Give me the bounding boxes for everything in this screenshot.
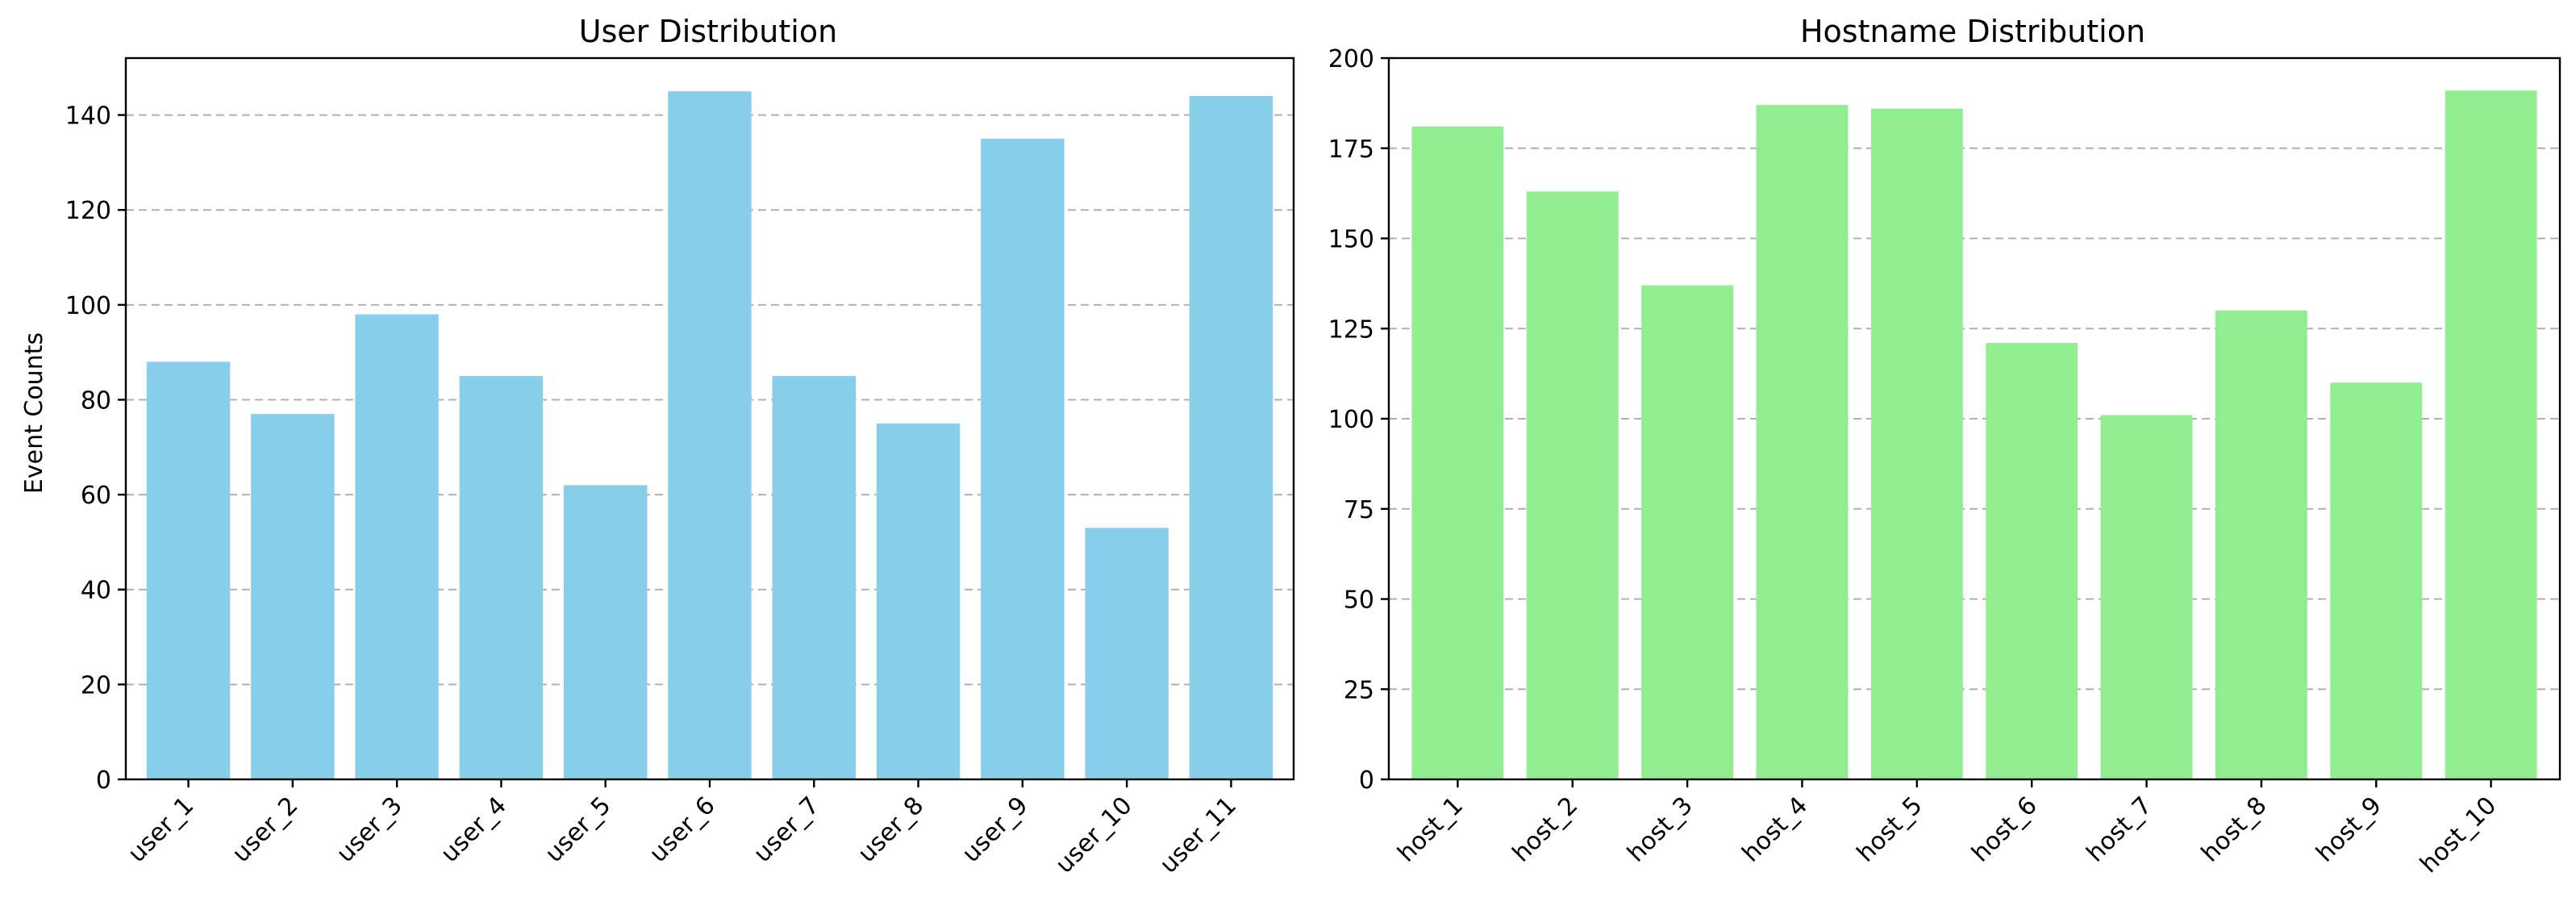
hostname-distribution-chart: Hostname Distribution 0 25 50 75 100 125 150 17… — [1328, 14, 2561, 879]
y-tick-label: 80 — [81, 386, 111, 415]
user-distribution-chart: User Distribution Event Counts 0 20 40 60 80… — [20, 14, 1295, 879]
y-tick-label: 125 — [1328, 315, 1374, 344]
bar-host_2 — [1526, 191, 1619, 779]
bar-user_10 — [1085, 528, 1169, 779]
bar-user_11 — [1189, 96, 1273, 780]
bar-host_7 — [2100, 415, 2193, 779]
x-tick-label-host_7: host_7 — [2082, 791, 2158, 868]
x-tick-label-user_6: user_6 — [644, 791, 721, 868]
x-tick-label-user_7: user_7 — [748, 791, 825, 868]
x-tick-label-host_4: host_4 — [1736, 791, 1813, 868]
x-tick-label-host_6: host_6 — [1966, 791, 2043, 868]
y-tick-label: 175 — [1328, 136, 1374, 164]
x-tick-label-host_1: host_1 — [1392, 791, 1469, 868]
y-tick-label: 25 — [1344, 676, 1374, 704]
x-tick-label-user_11: user_11 — [1154, 791, 1242, 879]
bar-host_10 — [2445, 90, 2537, 780]
y-axis-label: Event Counts — [20, 332, 48, 494]
y-tick-label: 40 — [81, 577, 111, 605]
y-tick-label: 60 — [81, 482, 111, 510]
y-tick-label: 50 — [1344, 587, 1374, 615]
x-tick-label-user_10: user_10 — [1050, 791, 1138, 879]
y-tick-label: 20 — [81, 671, 111, 699]
bar-user_8 — [876, 423, 961, 779]
x-tick-label-host_10: host_10 — [2415, 791, 2502, 879]
x-tick-label-user_9: user_9 — [957, 791, 1033, 868]
y-tick-label: 0 — [1359, 766, 1374, 795]
bar-user_3 — [355, 314, 439, 780]
y-tick-label: 150 — [1328, 226, 1374, 254]
y-tick-label: 120 — [65, 197, 111, 225]
chart-title: User Distribution — [579, 14, 837, 49]
x-tick-label-host_5: host_5 — [1852, 791, 1928, 868]
y-tick-label: 140 — [65, 102, 111, 131]
bar-user_6 — [668, 91, 752, 780]
x-tick-label-user_1: user_1 — [123, 791, 199, 868]
x-tick-label-user_2: user_2 — [227, 791, 303, 868]
bar-host_5 — [1870, 108, 1963, 779]
x-tick-label-host_2: host_2 — [1507, 791, 1584, 868]
x-tick-label-host_3: host_3 — [1622, 791, 1699, 868]
bar-user_7 — [772, 376, 856, 779]
bar-user_5 — [564, 485, 648, 779]
bar-host_4 — [1756, 105, 1849, 780]
x-tick-label-user_3: user_3 — [331, 791, 408, 868]
bar-host_1 — [1411, 126, 1504, 779]
y-tick-label: 0 — [96, 766, 111, 795]
bar-user_4 — [459, 376, 544, 779]
y-tick-label: 100 — [65, 292, 111, 320]
y-tick-label: 200 — [1328, 45, 1374, 73]
x-tick-label-host_8: host_8 — [2196, 791, 2273, 868]
bar-host_6 — [1986, 343, 2078, 779]
bar-user_1 — [146, 361, 231, 780]
bar-user_9 — [981, 138, 1065, 780]
chart-title: Hostname Distribution — [1800, 14, 2145, 49]
x-tick-label-user_4: user_4 — [436, 791, 512, 868]
bar-user_2 — [251, 414, 335, 779]
y-tick-label: 100 — [1328, 406, 1374, 434]
bar-host_9 — [2330, 382, 2423, 779]
x-tick-label-user_5: user_5 — [540, 791, 616, 868]
bar-host_8 — [2215, 310, 2307, 779]
bar-host_3 — [1641, 285, 1734, 779]
x-tick-label-user_8: user_8 — [852, 791, 929, 868]
x-tick-label-host_9: host_9 — [2311, 791, 2387, 868]
y-tick-label: 75 — [1344, 496, 1374, 524]
